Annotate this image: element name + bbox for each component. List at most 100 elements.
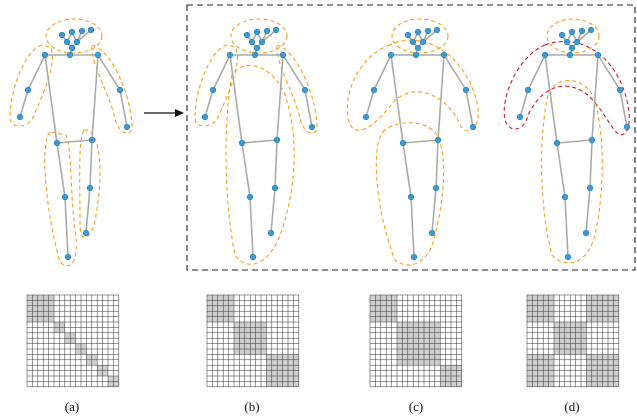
matrix: [370, 295, 462, 387]
joint: [239, 140, 245, 146]
joint: [434, 27, 440, 33]
bone: [213, 55, 230, 90]
bone: [545, 55, 557, 143]
bone: [586, 188, 590, 233]
skeleton: [202, 27, 315, 260]
joint: [624, 124, 630, 130]
joint: [79, 28, 85, 34]
bone: [120, 90, 127, 127]
joint: [569, 29, 575, 35]
joint: [87, 185, 93, 191]
bone: [57, 143, 65, 197]
joint: [517, 114, 523, 120]
joint: [309, 124, 315, 130]
matrix-block: [27, 295, 54, 322]
joint: [415, 29, 421, 35]
matrix: [27, 295, 119, 387]
joint: [588, 27, 594, 33]
bone: [205, 90, 213, 117]
bone: [557, 143, 565, 197]
joint: [542, 52, 548, 58]
joint: [252, 52, 258, 58]
bone: [305, 90, 312, 127]
joint: [264, 28, 270, 34]
joint: [617, 87, 623, 93]
group-outline: [45, 132, 77, 266]
joint: [567, 52, 573, 58]
panel-label: (a): [65, 399, 79, 414]
joint: [124, 124, 130, 130]
matrix: [207, 295, 299, 387]
bone: [90, 140, 92, 188]
skeleton: [517, 27, 630, 260]
bone: [242, 143, 250, 197]
joint: [273, 27, 279, 33]
joint: [441, 52, 447, 58]
bone: [275, 140, 277, 188]
panel-label: (d): [564, 399, 579, 414]
joint: [25, 87, 31, 93]
joint: [559, 32, 565, 38]
joint: [17, 114, 23, 120]
joint: [411, 254, 417, 260]
joint: [433, 185, 439, 191]
joint: [280, 52, 286, 58]
bone: [283, 55, 305, 90]
bone: [598, 55, 620, 90]
joint: [274, 137, 280, 143]
group-outlines: [10, 19, 629, 266]
joint: [227, 52, 233, 58]
joint: [579, 28, 585, 34]
bone: [374, 55, 391, 90]
joint: [388, 52, 394, 58]
bone: [403, 140, 438, 143]
joint: [67, 52, 73, 58]
joint: [429, 230, 435, 236]
skeletons: [17, 27, 630, 260]
joint: [425, 28, 431, 34]
joint: [435, 137, 441, 143]
bone: [86, 188, 90, 233]
bone: [438, 55, 444, 140]
joint: [254, 29, 260, 35]
bone: [403, 143, 411, 197]
bone: [250, 197, 253, 257]
bone: [28, 55, 45, 90]
joint: [562, 194, 568, 200]
bone: [565, 197, 568, 257]
joint: [470, 124, 476, 130]
skeleton: [363, 27, 476, 260]
group-outline: [542, 81, 603, 263]
figure: (a) (b) (c) (d): [0, 0, 637, 419]
bone: [557, 140, 592, 143]
joint: [88, 27, 94, 33]
joint: [574, 39, 580, 45]
joint: [371, 87, 377, 93]
bone: [436, 140, 438, 188]
joint: [69, 45, 75, 51]
joint: [415, 45, 421, 51]
bone: [271, 188, 275, 233]
skeleton: [17, 27, 130, 260]
bone: [590, 140, 592, 188]
joint: [249, 39, 255, 45]
bone: [242, 140, 277, 143]
joint: [254, 45, 260, 51]
joint: [117, 87, 123, 93]
bone: [432, 188, 436, 233]
joint: [54, 140, 60, 146]
joint: [587, 185, 593, 191]
joint: [202, 114, 208, 120]
arrow-head: [175, 109, 184, 117]
joint: [420, 39, 426, 45]
joint: [400, 140, 406, 146]
bone: [277, 55, 283, 140]
matrix-block: [370, 295, 397, 322]
bone: [411, 197, 414, 257]
joint: [302, 87, 308, 93]
joint: [583, 230, 589, 236]
joint: [413, 52, 419, 58]
panel-label: (b): [244, 399, 259, 414]
joint: [64, 39, 70, 45]
bone: [520, 90, 528, 117]
